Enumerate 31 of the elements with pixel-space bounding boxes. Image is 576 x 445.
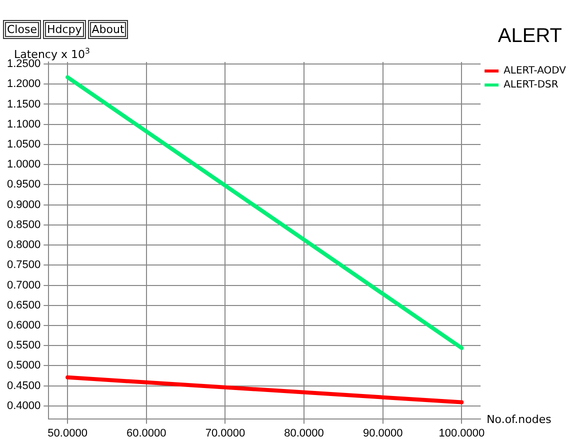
text: Hdcpy	[42, 20, 86, 39]
x-tick-label: 80.0000	[284, 427, 324, 440]
y-tick-label: 1.0000	[6, 158, 41, 171]
x-tick-label: 50.0000	[48, 427, 88, 440]
y-tick-label: 0.9000	[6, 198, 41, 211]
y-tick-label: 0.9500	[6, 178, 41, 191]
legend-label: ALERT-AODV	[504, 66, 566, 77]
text: About	[88, 20, 128, 39]
y-tick-label: 1.2500	[6, 58, 41, 70]
y-tick-label: 0.8500	[6, 218, 41, 231]
y-tick-label: 1.2000	[6, 78, 41, 90]
x-tick-label: 70.0000	[205, 427, 246, 440]
y-tick-label: 0.5500	[6, 340, 41, 352]
y-tick-label: 0.8000	[6, 239, 41, 252]
x-tick-label: 90.0000	[362, 427, 403, 440]
y-tick-label: 1.1500	[6, 98, 41, 110]
y-tick-label: 0.7000	[6, 279, 41, 292]
y-tick-label: 1.0500	[6, 138, 41, 150]
y-tick-label: 0.4500	[6, 380, 41, 392]
y-tick-label: 0.5000	[6, 360, 41, 372]
text: ALERT	[498, 25, 562, 47]
y-tick-label: 0.6500	[6, 299, 41, 312]
y-tick-label: 0.4000	[6, 400, 41, 412]
text: Close	[3, 20, 41, 39]
x-tick-label: 100.0000	[438, 427, 485, 440]
y-tick-label: 0.7500	[6, 259, 41, 272]
x-tick-label: 60.0000	[126, 427, 166, 440]
x-axis-title: No.of.nodes	[486, 412, 552, 426]
legend-label: ALERT-DSR	[504, 80, 558, 91]
y-tick-label: 1.1000	[6, 118, 41, 130]
y-tick-label: 0.6000	[6, 320, 41, 332]
